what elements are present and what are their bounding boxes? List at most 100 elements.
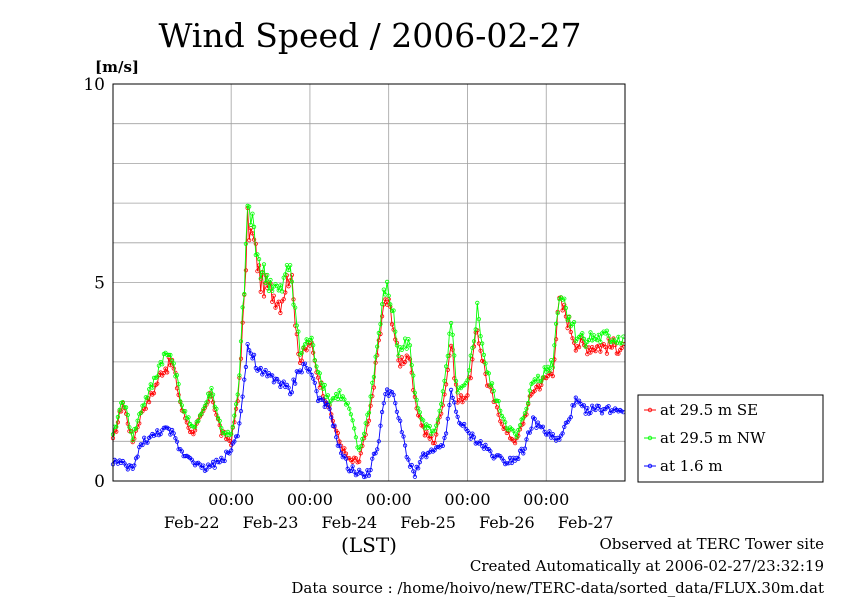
data-point [606,404,611,409]
data-point [178,399,183,404]
data-point [212,465,217,470]
data-point [427,423,432,429]
data-point [375,344,380,349]
data-point [204,400,209,405]
data-point [619,345,624,351]
data-point [580,331,585,336]
data-point [560,308,565,313]
data-point [247,204,252,209]
data-point [358,444,363,449]
data-point [443,382,449,387]
data-point [250,356,255,361]
data-point [593,348,598,354]
data-point [293,381,298,386]
data-point [384,387,390,392]
data-point [127,425,132,430]
data-point [432,428,437,433]
data-point [552,343,557,348]
data-point [258,289,263,294]
data-point [468,375,473,381]
data-point [252,352,257,357]
data-point [311,343,316,348]
data-point [521,451,526,456]
data-point [289,279,294,284]
data-point [273,305,278,310]
data-point [281,297,286,302]
data-point [353,456,358,461]
data-point [368,394,373,399]
data-point [521,421,526,426]
data-point [179,403,184,408]
data-point [291,377,296,382]
data-point [302,342,308,347]
data-point [329,415,334,420]
data-point [237,373,242,378]
data-point [350,418,355,423]
data-point [501,458,506,463]
data-point [398,418,403,423]
data-point [430,428,436,433]
data-point [114,424,119,429]
data-point [399,355,404,360]
data-point [281,275,286,280]
data-point [434,423,439,428]
data-point [488,449,493,454]
data-point [581,336,587,341]
data-point [498,408,503,413]
data-point [337,388,342,393]
data-point [391,392,396,397]
date-label: Feb-22 [164,513,220,532]
data-point [243,364,248,370]
data-point [381,401,386,406]
data-point [450,395,455,400]
data-point [252,237,257,242]
data-point [468,436,473,441]
data-point [373,354,378,359]
data-point [253,241,258,246]
series-line [112,343,624,478]
data-point [278,310,283,316]
data-point [337,439,342,444]
data-point [322,404,327,409]
data-point [174,372,180,378]
data-point [155,374,160,379]
data-point [278,283,283,288]
data-point [501,416,506,421]
data-point [608,344,613,350]
data-point [202,403,207,409]
data-point [598,339,603,344]
data-point [312,357,317,363]
data-point [391,308,396,313]
data-point [458,393,463,398]
data-point [271,380,276,385]
data-point [279,289,285,294]
data-point [261,294,267,299]
data-point [217,418,222,423]
data-point [343,456,349,461]
data-point [375,447,380,452]
data-point [416,406,421,411]
data-point [211,400,216,405]
data-point [211,459,216,464]
data-point [480,341,485,346]
data-point [560,431,565,436]
data-point [255,252,260,257]
data-point [585,352,590,357]
data-point [553,337,559,342]
data-point [396,358,401,363]
data-point [234,402,239,407]
data-point [468,353,473,358]
data-point [114,429,119,434]
data-point [606,333,611,338]
data-point [201,463,206,468]
data-point [366,473,372,478]
data-point [217,460,222,465]
data-point [494,405,500,410]
data-point [252,224,257,229]
data-point [463,396,468,401]
data-point [386,393,391,398]
data-point [147,399,152,405]
data-point [299,350,304,356]
data-point [255,269,260,274]
